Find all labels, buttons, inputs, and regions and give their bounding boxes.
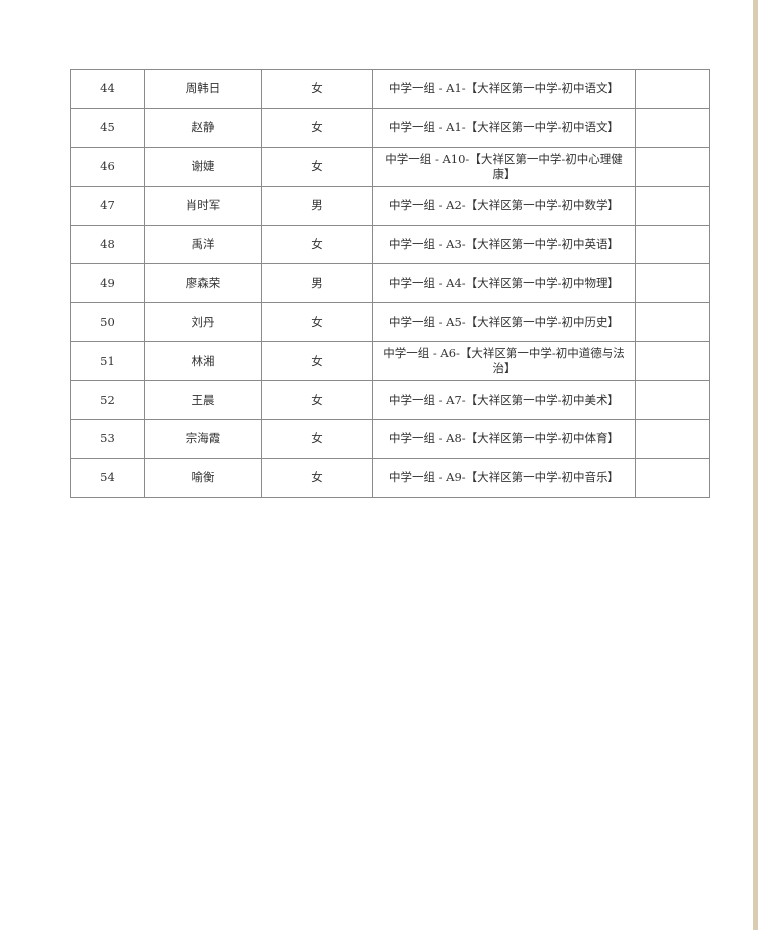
cell-name: 肖时军 xyxy=(144,185,262,226)
cell-group: 中学一组 - A10-【大祥区第一中学-初中心理健康】 xyxy=(372,146,636,187)
cell-no: 46 xyxy=(70,146,145,187)
table-row: 50 刘丹女中学一组 - A5-【大祥区第一中学-初中历史】 xyxy=(70,302,710,343)
cell-no: 49 xyxy=(70,263,145,304)
cell-name: 王晨 xyxy=(144,380,262,421)
cell-no: 48 xyxy=(70,224,145,265)
cell-name: 谢婕 xyxy=(144,146,262,187)
roster-table: 44 周韩日女中学一组 - A1-【大祥区第一中学-初中语文】 45 赵静女中学一组 … xyxy=(70,69,710,498)
cell-no: 50 xyxy=(70,302,145,343)
cell-no: 51 xyxy=(70,341,145,382)
cell-no: 52 xyxy=(70,380,145,421)
cell-group: 中学一组 - A1-【大祥区第一中学-初中语文】 xyxy=(372,107,636,148)
table-row: 49 廖森荣男中学一组 - A4-【大祥区第一中学-初中物理】 xyxy=(70,263,710,304)
cell-name: 林湘 xyxy=(144,341,262,382)
cell-gender: 女 xyxy=(261,224,373,265)
cell-name: 喻衡 xyxy=(144,457,262,498)
table-row: 47 肖时军男中学一组 - A2-【大祥区第一中学-初中数学】 xyxy=(70,185,710,226)
cell-gender: 女 xyxy=(261,419,373,459)
cell-no: 53 xyxy=(70,419,145,459)
cell-gender: 女 xyxy=(261,341,373,382)
cell-note xyxy=(635,419,710,459)
cell-name: 宗海霞 xyxy=(144,419,262,459)
cell-note xyxy=(635,302,710,343)
table-row: 54 喻衡女中学一组 - A9-【大祥区第一中学-初中音乐】 xyxy=(70,457,710,498)
cell-gender: 女 xyxy=(261,107,373,148)
table-row: 53 宗海霞女中学一组 - A8-【大祥区第一中学-初中体育】 xyxy=(70,419,710,459)
table-row: 45 赵静女中学一组 - A1-【大祥区第一中学-初中语文】 xyxy=(70,107,710,148)
cell-gender: 女 xyxy=(261,146,373,187)
cell-note xyxy=(635,146,710,187)
cell-note xyxy=(635,69,710,109)
table-row: 48 禹洋女中学一组 - A3-【大祥区第一中学-初中英语】 xyxy=(70,224,710,265)
cell-note xyxy=(635,263,710,304)
cell-group: 中学一组 - A3-【大祥区第一中学-初中英语】 xyxy=(372,224,636,265)
cell-gender: 女 xyxy=(261,69,373,109)
cell-group: 中学一组 - A6-【大祥区第一中学-初中道德与法治】 xyxy=(372,341,636,382)
table-row: 52 王晨女中学一组 - A7-【大祥区第一中学-初中美术】 xyxy=(70,380,710,421)
cell-no: 44 xyxy=(70,69,145,109)
cell-gender: 男 xyxy=(261,185,373,226)
cell-group: 中学一组 - A8-【大祥区第一中学-初中体育】 xyxy=(372,419,636,459)
cell-name: 刘丹 xyxy=(144,302,262,343)
table-row: 46 谢婕女中学一组 - A10-【大祥区第一中学-初中心理健康】 xyxy=(70,146,710,187)
cell-group: 中学一组 - A2-【大祥区第一中学-初中数学】 xyxy=(372,185,636,226)
table-row: 51 林湘女中学一组 - A6-【大祥区第一中学-初中道德与法治】 xyxy=(70,341,710,382)
cell-note xyxy=(635,185,710,226)
cell-name: 赵静 xyxy=(144,107,262,148)
cell-no: 45 xyxy=(70,107,145,148)
cell-group: 中学一组 - A1-【大祥区第一中学-初中语文】 xyxy=(372,69,636,109)
cell-note xyxy=(635,457,710,498)
cell-no: 54 xyxy=(70,457,145,498)
cell-name: 周韩日 xyxy=(144,69,262,109)
cell-note xyxy=(635,380,710,421)
cell-note xyxy=(635,341,710,382)
cell-group: 中学一组 - A7-【大祥区第一中学-初中美术】 xyxy=(372,380,636,421)
cell-note xyxy=(635,224,710,265)
cell-name: 廖森荣 xyxy=(144,263,262,304)
cell-gender: 女 xyxy=(261,380,373,421)
cell-group: 中学一组 - A9-【大祥区第一中学-初中音乐】 xyxy=(372,457,636,498)
cell-no: 47 xyxy=(70,185,145,226)
cell-group: 中学一组 - A5-【大祥区第一中学-初中历史】 xyxy=(372,302,636,343)
cell-gender: 男 xyxy=(261,263,373,304)
cell-gender: 女 xyxy=(261,302,373,343)
table-row: 44 周韩日女中学一组 - A1-【大祥区第一中学-初中语文】 xyxy=(70,69,710,109)
cell-name: 禹洋 xyxy=(144,224,262,265)
cell-group: 中学一组 - A4-【大祥区第一中学-初中物理】 xyxy=(372,263,636,304)
cell-note xyxy=(635,107,710,148)
page-edge xyxy=(753,0,758,930)
cell-gender: 女 xyxy=(261,457,373,498)
